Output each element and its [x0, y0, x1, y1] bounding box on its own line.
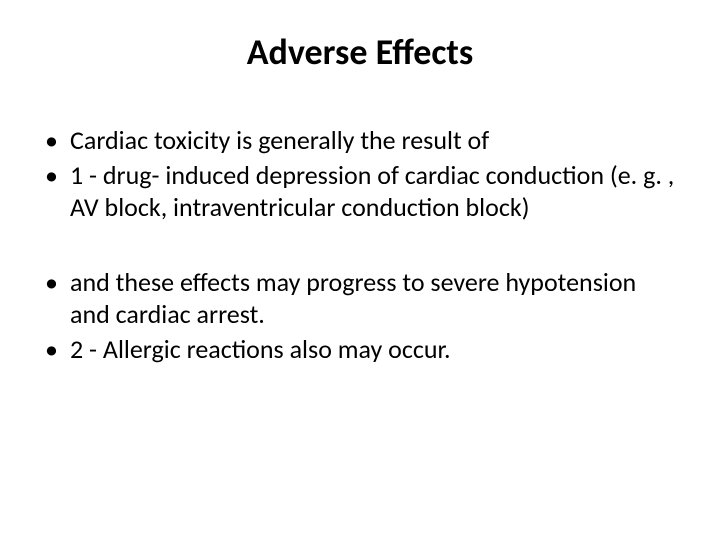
bullet-item: Cardiac toxicity is generally the result… [40, 124, 680, 157]
bullet-item: 1 - drug- induced depression of cardiac … [40, 159, 680, 224]
bullet-list: Cardiac toxicity is generally the result… [40, 124, 680, 365]
bullet-item: and these effects may progress to severe… [40, 266, 680, 331]
bullet-item: 2 - Allergic reactions also may occur. [40, 333, 680, 366]
slide-title: Adverse Effects [40, 30, 680, 74]
